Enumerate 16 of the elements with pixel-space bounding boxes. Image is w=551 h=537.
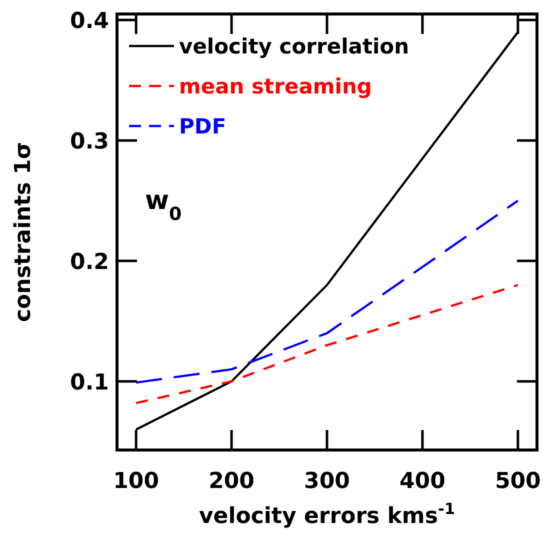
- y-tick-label: 0.1: [70, 370, 109, 396]
- x-tick-label: 100: [113, 469, 160, 494]
- x-tick-label: 400: [399, 469, 446, 494]
- legend-label: PDF: [179, 114, 226, 139]
- legend-label: mean streaming: [179, 74, 372, 99]
- x-tick-label: 300: [304, 469, 350, 494]
- y-axis-title: constraints 1σ: [11, 142, 36, 322]
- x-tick-label: 200: [208, 469, 255, 494]
- annotation: w$_{0}$: [145, 186, 182, 224]
- x-axis-title: velocity errors kms$^{-1}$: [198, 500, 456, 529]
- y-tick-label: 0.3: [70, 129, 109, 154]
- x-tick-label: 500: [494, 469, 541, 494]
- legend-label: velocity correlation: [179, 34, 410, 59]
- y-tick-label: 0.4: [70, 8, 109, 34]
- y-tick-label: 0.2: [70, 250, 109, 275]
- line-series: [134, 284, 520, 404]
